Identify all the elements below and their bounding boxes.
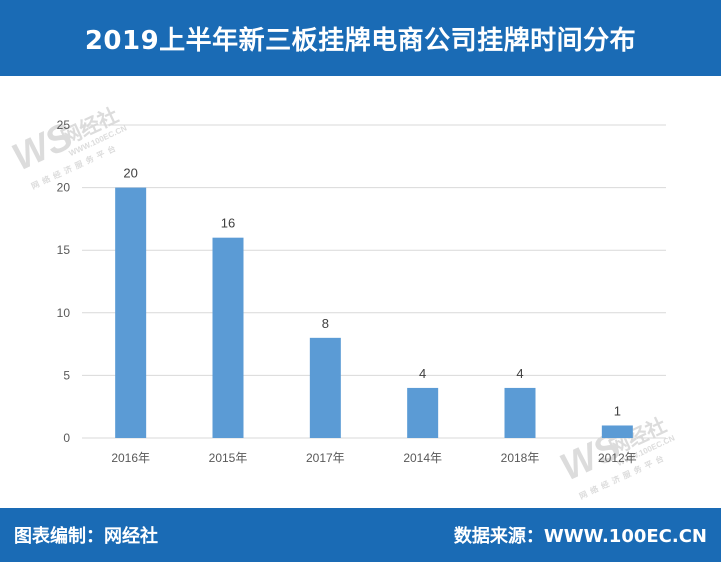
grid-lines [82,124,666,439]
bar [115,187,147,438]
bar [504,387,536,438]
data-label: 8 [322,316,329,331]
chart-title: 2019上半年新三板挂牌电商公司挂牌时间分布 [84,25,637,56]
footer-credit: 图表编制：网经社 [14,526,158,547]
x-tick-label: 2015年 [209,451,248,465]
bar [309,337,341,438]
data-label: 4 [516,366,523,381]
x-tick-label: 2016年 [111,451,150,465]
bar [407,387,439,438]
x-tick-label: 2018年 [501,451,540,465]
data-label: 20 [123,166,137,181]
x-axis: 2016年 2015年 2017年 2014年 2018年 2012年 [111,451,636,465]
data-label: 4 [419,366,426,381]
data-label: 16 [221,216,235,231]
footer-source: 数据来源：WWW.100EC.CN [453,526,707,547]
y-tick-label: 25 [57,118,71,132]
x-tick-label: 2017年 [306,451,345,465]
y-tick-label: 15 [57,243,71,257]
y-axis: 0 5 10 15 20 25 [57,118,71,445]
bar-series: 20 16 8 4 4 1 [115,166,633,438]
bar [601,425,633,438]
footer-banner: 图表编制：网经社 数据来源：WWW.100EC.CN [0,508,721,562]
bar [212,237,244,438]
y-tick-label: 10 [57,306,71,320]
x-tick-label: 2014年 [403,451,442,465]
y-tick-label: 5 [63,368,70,382]
title-banner: 2019上半年新三板挂牌电商公司挂牌时间分布 [0,0,721,76]
chart-area: WS 网经社 WWW.100EC.CN 网络经济服务平台 WS 网经社 WWW.… [0,76,721,508]
y-tick-label: 20 [57,181,71,195]
bar-chart: WS 网经社 WWW.100EC.CN 网络经济服务平台 WS 网经社 WWW.… [6,103,676,501]
x-tick-label: 2012年 [598,451,637,465]
data-label: 1 [614,403,621,418]
y-tick-label: 0 [63,431,70,445]
watermark-logo: WS 网经社 WWW.100EC.CN 网络经济服务平台 [6,103,128,191]
